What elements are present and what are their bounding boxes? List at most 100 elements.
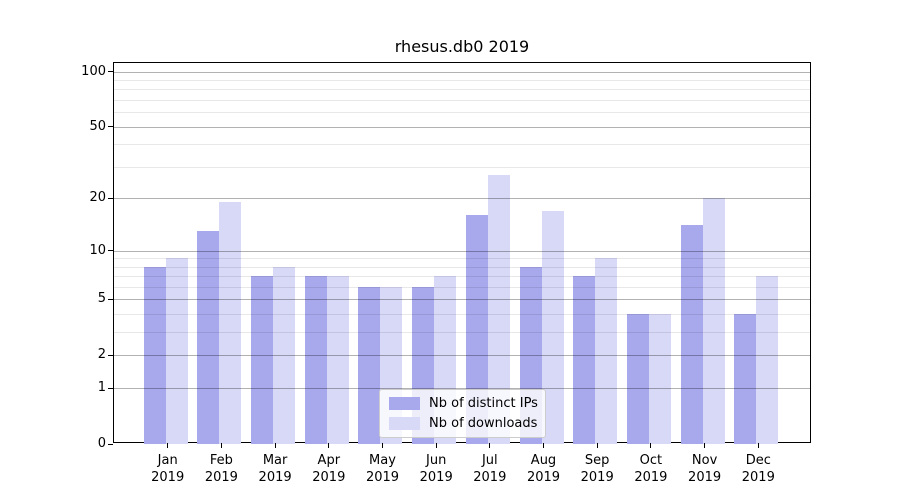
x-tick-label-line: 2019 [258,470,292,485]
bar-downloads-dec [756,276,779,444]
x-tick-mark [596,443,598,448]
minor-gridline [114,100,810,101]
y-tick-label: 50 [89,118,106,134]
x-tick-label-nov: Nov 2019 [673,452,737,486]
minor-gridline [114,112,810,114]
y-tick-mark [108,298,113,300]
y-tick-label: 5 [97,291,106,307]
y-tick-label: 20 [89,190,106,206]
x-tick-label-line: Sep [584,453,610,468]
legend-swatch-distinct-ips [389,397,420,410]
major-gridline [114,71,810,73]
x-tick-label-apr: Apr 2019 [297,452,361,486]
bar-distinct-ips-jul [465,215,488,444]
x-tick-label-oct: Oct 2019 [619,452,683,486]
x-tick-mark [704,443,706,448]
y-tick-mark [108,250,113,251]
y-tick-label: 0 [97,436,106,451]
x-tick-mark [489,443,491,448]
x-tick-label-line: May [369,453,396,468]
x-tick-label-line: Jun [426,453,447,468]
x-tick-label-line: 2019 [312,470,346,485]
legend-swatch-downloads [389,417,420,430]
minor-gridline [114,144,810,146]
bar-downloads-jan [165,258,188,444]
x-tick-label-line: 2019 [580,470,614,485]
bar-downloads-feb [219,202,242,444]
x-tick-label-may: May 2019 [351,452,415,486]
chart-title: rhesus.db0 2019 [394,37,530,56]
minor-gridline [114,89,810,91]
y-tick-label: 2 [97,347,106,363]
x-tick-label-aug: Aug 2019 [512,452,576,486]
x-tick-label-line: 2019 [419,470,453,485]
x-tick-label-jun: Jun 2019 [404,452,468,486]
legend-label-distinct-ips: Nb of distinct IPs [429,396,538,411]
y-tick-label: 100 [81,63,106,79]
bar-downloads-nov [702,198,725,444]
x-tick-label-dec: Dec 2019 [726,452,790,486]
bar-downloads-apr [326,276,349,444]
x-tick-label-jan: Jan 2019 [136,452,200,486]
y-tick-label: 10 [89,242,106,258]
bar-downloads-mar [273,266,296,444]
legend-label-downloads: Nb of downloads [429,416,538,431]
bar-distinct-ips-oct [626,314,649,444]
y-tick-mark [108,71,113,73]
bar-distinct-ips-sep [573,276,596,444]
bar-downloads-oct [648,314,671,444]
bar-distinct-ips-dec [734,314,757,444]
x-tick-label-line: 2019 [634,470,668,485]
x-tick-label-mar: Mar 2019 [243,452,307,486]
x-tick-label-line: Jul [481,453,498,468]
bar-distinct-ips-apr [304,276,327,444]
legend-entry-downloads: Nb of downloads [389,416,538,431]
bar-distinct-ips-feb [197,231,220,444]
x-tick-mark [220,443,222,448]
legend: Nb of distinct IPs Nb of downloads [379,389,546,438]
bar-downloads-jul [487,175,510,444]
x-tick-label-line: Jan [157,453,178,468]
x-tick-label-line: 2019 [526,470,561,485]
y-tick-mark [108,197,113,199]
y-tick-mark [108,354,113,356]
x-tick-label-feb: Feb 2019 [189,452,253,486]
x-tick-label-line: Nov [691,453,718,468]
x-tick-mark [167,443,169,448]
x-tick-mark [435,443,437,448]
x-tick-mark [757,443,759,448]
x-tick-label-line: Apr [317,453,341,468]
bar-distinct-ips-jan [143,266,166,444]
bar-distinct-ips-nov [680,225,703,444]
x-tick-mark [274,443,276,448]
x-tick-label-line: 2019 [473,470,507,485]
x-tick-label-line: 2019 [741,470,775,485]
x-tick-label-jul: Jul 2019 [458,452,522,486]
x-tick-label-line: Oct [639,453,663,468]
minor-gridline [114,166,810,168]
bar-distinct-ips-mar [251,276,274,444]
x-tick-label-line: 2019 [151,470,185,485]
y-tick-mark [108,443,113,445]
minor-gridline [114,80,810,81]
y-tick-mark [108,387,113,389]
x-tick-label-line: Dec [745,453,771,468]
x-tick-mark [382,443,383,448]
x-tick-label-line: Feb [209,453,233,468]
x-tick-mark [328,443,330,448]
major-gridline [114,126,810,128]
y-tick-label: 1 [97,380,106,396]
y-tick-mark [108,126,113,128]
x-tick-mark [543,443,544,448]
x-tick-label-line: 2019 [365,470,400,485]
bar-distinct-ips-may [358,286,381,444]
x-tick-label-line: Aug [530,453,557,468]
bar-downloads-aug [541,210,564,444]
bar-downloads-sep [595,258,618,444]
x-tick-label-line: 2019 [688,470,722,485]
plot-area: Nb of distinct IPs Nb of downloads 0 1 2 5 1… [81,62,811,485]
x-tick-mark [650,443,652,448]
legend-entry-distinct-ips: Nb of distinct IPs [389,396,538,411]
x-tick-label-line: Mar [262,453,288,468]
